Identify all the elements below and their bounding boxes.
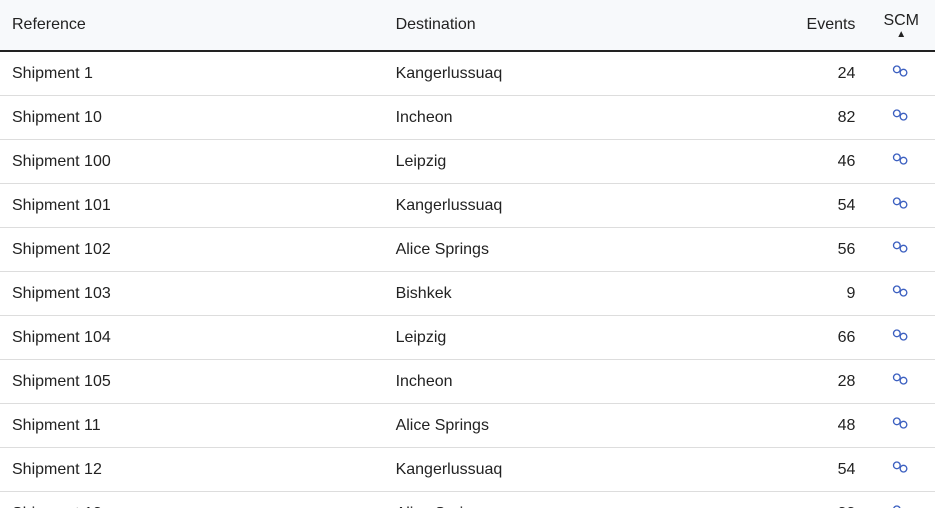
- table-header-row: Reference Destination Events SCM ▲: [0, 0, 935, 51]
- table-row[interactable]: Shipment 103Bishkek9: [0, 272, 935, 316]
- cell-reference: Shipment 1: [0, 51, 384, 96]
- scm-link-icon[interactable]: [891, 504, 911, 508]
- scm-link-icon[interactable]: [891, 64, 911, 78]
- cell-reference: Shipment 101: [0, 184, 384, 228]
- cell-events: 66: [791, 316, 871, 360]
- table-row[interactable]: Shipment 105Incheon28: [0, 360, 935, 404]
- cell-scm: [871, 492, 935, 508]
- col-header-destination[interactable]: Destination: [384, 0, 792, 51]
- cell-destination: Incheon: [384, 360, 792, 404]
- table-body: Shipment 1Kangerlussuaq24 Shipment 10Inc…: [0, 51, 935, 508]
- cell-events: 56: [791, 228, 871, 272]
- col-header-scm[interactable]: SCM ▲: [871, 0, 935, 51]
- scm-link-icon[interactable]: [891, 416, 911, 430]
- table-row[interactable]: Shipment 11Alice Springs48: [0, 404, 935, 448]
- cell-reference: Shipment 105: [0, 360, 384, 404]
- table-row[interactable]: Shipment 102Alice Springs56: [0, 228, 935, 272]
- table-row[interactable]: Shipment 13Alice Springs33: [0, 492, 935, 508]
- cell-scm: [871, 404, 935, 448]
- cell-events: 54: [791, 184, 871, 228]
- table-row[interactable]: Shipment 101Kangerlussuaq54: [0, 184, 935, 228]
- cell-reference: Shipment 13: [0, 492, 384, 508]
- cell-destination: Alice Springs: [384, 492, 792, 508]
- scm-link-icon[interactable]: [891, 460, 911, 474]
- cell-destination: Alice Springs: [384, 404, 792, 448]
- cell-scm: [871, 184, 935, 228]
- cell-events: 48: [791, 404, 871, 448]
- cell-reference: Shipment 100: [0, 140, 384, 184]
- scm-link-icon[interactable]: [891, 328, 911, 342]
- cell-destination: Kangerlussuaq: [384, 184, 792, 228]
- table-row[interactable]: Shipment 1Kangerlussuaq24: [0, 51, 935, 96]
- cell-scm: [871, 360, 935, 404]
- table-row[interactable]: Shipment 100Leipzig46: [0, 140, 935, 184]
- cell-reference: Shipment 10: [0, 96, 384, 140]
- cell-events: 33: [791, 492, 871, 508]
- scm-link-icon[interactable]: [891, 372, 911, 386]
- cell-scm: [871, 51, 935, 96]
- cell-events: 54: [791, 448, 871, 492]
- col-header-scm-label: SCM: [883, 12, 919, 29]
- cell-scm: [871, 448, 935, 492]
- table-row[interactable]: Shipment 12Kangerlussuaq54: [0, 448, 935, 492]
- cell-events: 46: [791, 140, 871, 184]
- cell-reference: Shipment 11: [0, 404, 384, 448]
- cell-destination: Bishkek: [384, 272, 792, 316]
- sort-asc-icon: ▲: [883, 32, 919, 38]
- scm-link-icon[interactable]: [891, 152, 911, 166]
- cell-reference: Shipment 104: [0, 316, 384, 360]
- scm-link-icon[interactable]: [891, 108, 911, 122]
- cell-reference: Shipment 12: [0, 448, 384, 492]
- cell-scm: [871, 140, 935, 184]
- cell-events: 9: [791, 272, 871, 316]
- cell-destination: Alice Springs: [384, 228, 792, 272]
- scm-link-icon[interactable]: [891, 196, 911, 210]
- cell-destination: Kangerlussuaq: [384, 51, 792, 96]
- scm-link-icon[interactable]: [891, 284, 911, 298]
- cell-scm: [871, 96, 935, 140]
- cell-scm: [871, 228, 935, 272]
- col-header-events[interactable]: Events: [791, 0, 871, 51]
- cell-events: 28: [791, 360, 871, 404]
- shipments-table: Reference Destination Events SCM ▲ Shipm…: [0, 0, 935, 508]
- scm-link-icon[interactable]: [891, 240, 911, 254]
- cell-reference: Shipment 103: [0, 272, 384, 316]
- cell-destination: Kangerlussuaq: [384, 448, 792, 492]
- table-row[interactable]: Shipment 10Incheon82: [0, 96, 935, 140]
- cell-scm: [871, 272, 935, 316]
- cell-events: 82: [791, 96, 871, 140]
- table-row[interactable]: Shipment 104Leipzig66: [0, 316, 935, 360]
- cell-reference: Shipment 102: [0, 228, 384, 272]
- cell-events: 24: [791, 51, 871, 96]
- cell-destination: Leipzig: [384, 140, 792, 184]
- col-header-reference[interactable]: Reference: [0, 0, 384, 51]
- cell-destination: Leipzig: [384, 316, 792, 360]
- cell-scm: [871, 316, 935, 360]
- cell-destination: Incheon: [384, 96, 792, 140]
